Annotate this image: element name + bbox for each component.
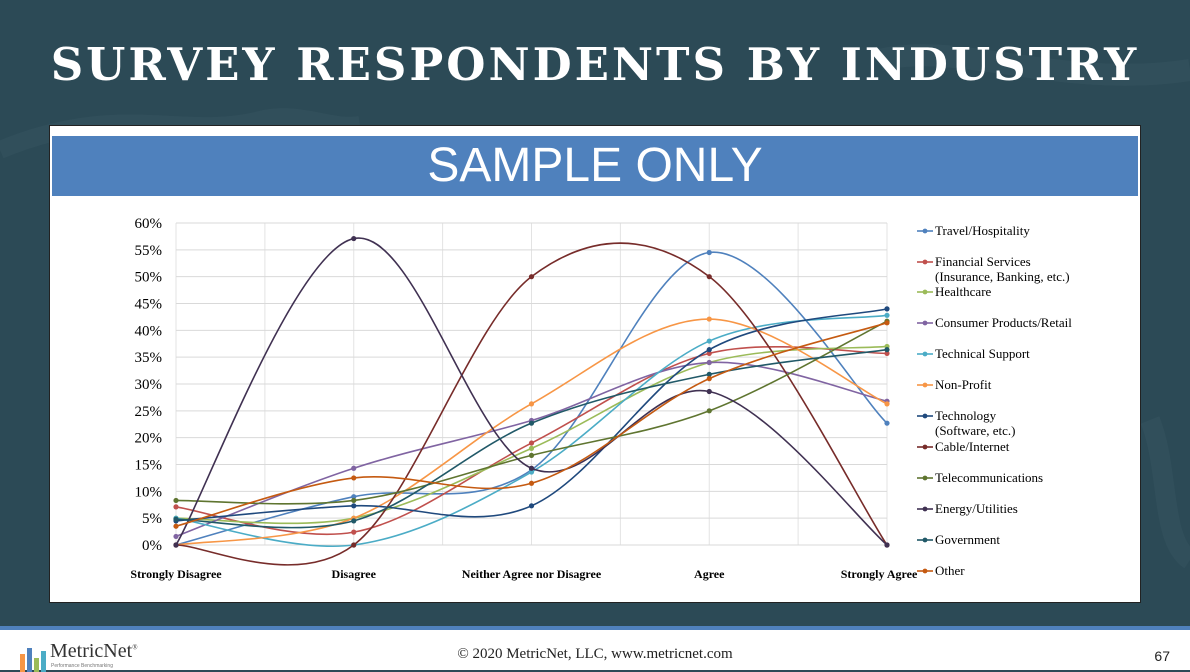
legend-label: Financial Services (Insurance, Banking, e…	[935, 254, 1070, 284]
data-point	[528, 469, 535, 475]
survey-line-chart: 0% 5% 10% 15% 20% 25% 30% 35% 40% 45% 50% 55% 60% Str…	[130, 216, 1072, 581]
data-point	[528, 503, 535, 509]
data-point	[706, 359, 712, 366]
legend-label: Telecommunications	[935, 470, 1043, 485]
data-point	[351, 529, 357, 535]
y-tick-label: 25%	[135, 404, 163, 420]
data-point	[351, 235, 357, 242]
data-point	[706, 350, 712, 357]
legend-label: Energy/Utilities	[935, 501, 1018, 516]
data-point	[528, 465, 535, 471]
data-point	[173, 523, 179, 529]
data-point	[884, 420, 890, 426]
data-point	[351, 494, 357, 500]
data-point	[706, 249, 712, 256]
legend-label: Healthcare	[935, 284, 992, 299]
legend-marker	[922, 444, 928, 450]
data-point	[351, 465, 357, 471]
data-point	[528, 452, 535, 458]
data-point	[884, 350, 890, 357]
x-tick-label: Strongly Agree	[841, 567, 918, 581]
legend-label: Government	[935, 532, 1000, 547]
logo-bars-icon	[20, 648, 46, 672]
y-tick-label: 30%	[135, 377, 163, 393]
slide-title: SURVEY RESPONDENTS BY INDUSTRY	[50, 38, 1140, 91]
data-point	[528, 420, 535, 426]
x-tick-label: Disagree	[332, 567, 377, 581]
y-tick-label: 0%	[142, 538, 162, 554]
legend-marker	[922, 351, 928, 357]
data-point	[173, 542, 179, 548]
data-point	[706, 338, 712, 344]
data-point	[351, 497, 357, 504]
data-point	[706, 316, 712, 322]
legend-label: Non-Profit	[935, 377, 992, 392]
legend-marker	[922, 320, 928, 326]
legend-label: Cable/Internet	[935, 439, 1010, 454]
chart-panel: SAMPLE ONLY 0% 5% 10% 15% 20% 25% 30% 35% 40% 45%…	[49, 125, 1141, 603]
metricnet-logo: MetricNet® Performance Benchmarking	[20, 640, 170, 672]
legend-marker	[922, 289, 928, 295]
y-tick-label: 5%	[142, 511, 162, 527]
sample-only-banner: SAMPLE ONLY	[52, 136, 1138, 196]
data-point	[528, 480, 535, 486]
data-point	[884, 320, 890, 326]
data-point	[173, 516, 179, 522]
y-tick-label: 40%	[135, 323, 163, 339]
data-point	[351, 475, 357, 481]
logo-tagline: Performance Benchmarking	[51, 663, 113, 669]
legend-label: Travel/Hospitality	[935, 223, 1030, 238]
legend-label: Technology (Software, etc.)	[935, 408, 1016, 438]
data-point	[884, 401, 890, 407]
data-point	[528, 445, 535, 451]
data-point	[528, 440, 535, 446]
data-point	[884, 306, 890, 312]
legend-marker	[922, 413, 928, 419]
data-point	[173, 497, 179, 504]
y-tick-label: 45%	[135, 297, 163, 313]
legend-marker	[922, 382, 928, 388]
copyright-notice: © 2020 MetricNet, LLC, www.metricnet.com	[457, 646, 733, 662]
y-tick-label: 20%	[135, 431, 163, 447]
legend-marker	[922, 506, 928, 512]
logo-wordmark: MetricNet®	[50, 640, 138, 662]
data-point	[884, 312, 890, 318]
y-tick-label: 50%	[135, 270, 163, 286]
x-tick-label: Neither Agree nor Disagree	[462, 567, 602, 581]
series-line	[175, 237, 888, 546]
data-point	[528, 274, 535, 280]
data-point	[351, 518, 357, 524]
data-point	[706, 388, 712, 395]
legend-label: Other	[935, 563, 965, 578]
data-point	[706, 376, 712, 382]
legend-marker	[922, 259, 928, 265]
data-point	[706, 371, 712, 377]
x-tick-label: Agree	[694, 567, 725, 581]
data-point	[351, 542, 357, 548]
series-line	[175, 251, 888, 546]
data-point	[884, 347, 890, 353]
y-tick-label: 15%	[135, 458, 163, 474]
y-tick-label: 55%	[135, 243, 163, 259]
legend-marker	[922, 537, 928, 543]
x-tick-label: Strongly Disagree	[130, 567, 222, 581]
data-point	[706, 347, 712, 353]
data-point	[173, 533, 179, 540]
data-point	[884, 542, 890, 548]
legend-marker	[922, 568, 928, 574]
data-point	[351, 503, 357, 509]
y-tick-label: 10%	[135, 484, 163, 500]
legend-marker	[922, 228, 928, 234]
page-number: 67	[1154, 648, 1170, 664]
footer: MetricNet® Performance Benchmarking © 20…	[0, 626, 1190, 672]
data-point	[173, 504, 179, 510]
data-point	[706, 408, 712, 414]
legend-label: Consumer Products/Retail	[935, 315, 1072, 330]
y-tick-label: 35%	[135, 350, 163, 366]
data-point	[706, 274, 712, 280]
legend-marker	[922, 475, 928, 481]
legend-label: Technical Support	[935, 346, 1030, 361]
data-point	[528, 401, 535, 407]
y-tick-label: 60%	[135, 216, 163, 232]
